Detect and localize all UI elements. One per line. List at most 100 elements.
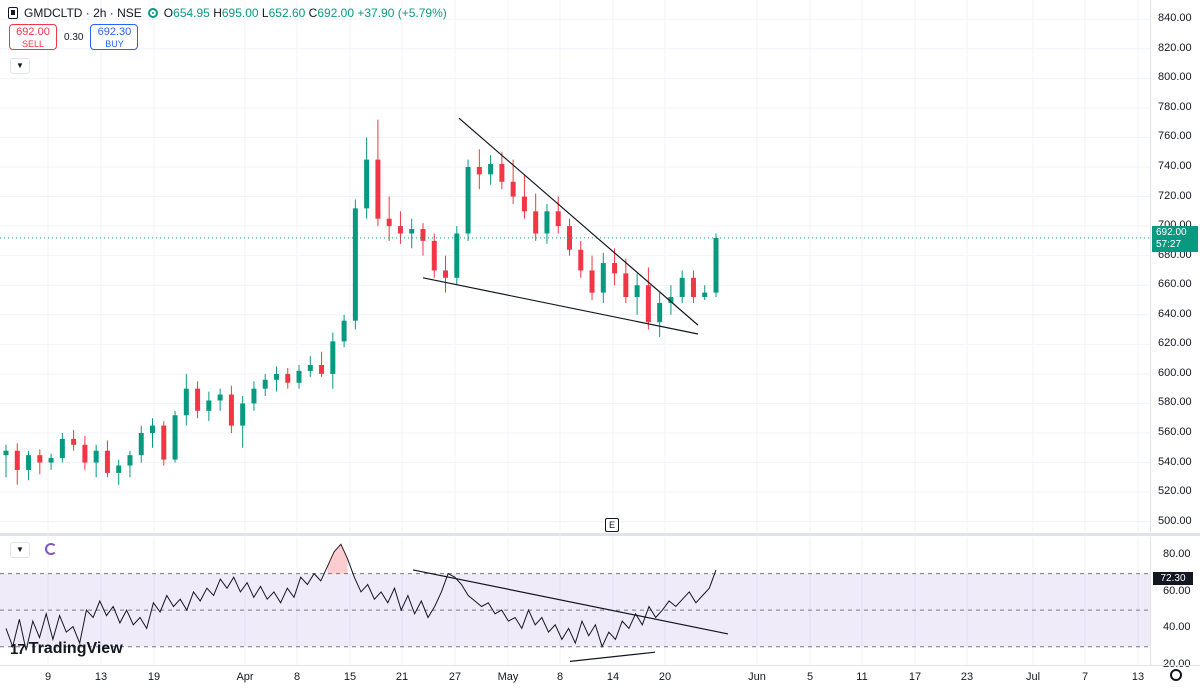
candle-body <box>195 388 201 411</box>
candle-body <box>116 465 122 473</box>
x-tick-label: 7 <box>1081 671 1089 683</box>
candle-body <box>82 444 88 463</box>
rsi-axis[interactable]: 80.00 60.00 40.00 20.00 <box>1150 537 1200 670</box>
x-tick-label: 13 <box>94 671 108 683</box>
x-tick-label: 8 <box>556 671 564 683</box>
candle-body <box>668 297 674 303</box>
y-tick-label: 820.00 <box>1158 41 1192 54</box>
candle-body <box>14 450 20 470</box>
candle-body <box>713 237 719 293</box>
rsi-chart[interactable] <box>0 537 1150 665</box>
y-tick-label: 580.00 <box>1158 396 1192 409</box>
y-tick-label: 760.00 <box>1158 130 1192 143</box>
candle-body <box>679 277 685 298</box>
y-tick-label: 640.00 <box>1158 307 1192 320</box>
time-axis[interactable]: 9 13 19 Apr 8 15 21 27 May 8 14 20 Jun 5 11 17 23 Jul 7 13 <box>0 665 1200 688</box>
y-tick-label: 720.00 <box>1158 189 1192 202</box>
candle-body <box>555 211 561 227</box>
candle-body <box>71 438 77 445</box>
candle-body <box>510 181 516 197</box>
chevron-down-icon: ▼ <box>16 545 24 554</box>
candle-body <box>533 211 539 234</box>
candle-body <box>251 388 257 404</box>
symbol-icon <box>8 7 18 19</box>
candle-body <box>465 166 471 234</box>
candle-body <box>420 229 426 241</box>
rsi-chart-svg <box>0 537 1150 665</box>
x-tick-label: 11 <box>856 671 868 683</box>
candle-body <box>521 196 527 212</box>
rsi-overbought-fill <box>327 544 348 574</box>
candle-body <box>172 415 178 460</box>
candle-body <box>544 211 550 234</box>
candle-body <box>59 438 65 459</box>
tradingview-logo[interactable]: 17 TradingView <box>10 640 123 658</box>
candle-body <box>217 394 223 401</box>
price-chart[interactable] <box>0 0 1150 532</box>
candle-body <box>431 240 437 271</box>
ohlc-values: O654.95 H695.00 L652.60 C692.00 +37.90 (… <box>163 6 447 20</box>
candle-body <box>183 388 189 416</box>
symbol-title[interactable]: GMDCLTD · 2h · NSE <box>24 6 142 20</box>
y-tick-label: 500.00 <box>1158 514 1192 527</box>
rsi-y-tick-label: 60.00 <box>1163 584 1191 597</box>
trade-panel: 692.00 SELL 0.30 692.30 BUY <box>9 24 139 50</box>
refresh-icon[interactable] <box>45 543 57 555</box>
buy-button[interactable]: 692.30 BUY <box>90 24 139 50</box>
candle-body <box>499 164 505 182</box>
candle-body <box>3 450 9 456</box>
x-tick-label: 21 <box>395 671 409 683</box>
y-tick-label: 800.00 <box>1158 71 1192 84</box>
settings-icon[interactable] <box>1170 669 1182 681</box>
x-tick-label: Apr <box>236 671 254 683</box>
candle-body <box>702 292 708 298</box>
candle-body <box>623 273 629 298</box>
x-tick-label: Jun <box>748 671 766 683</box>
candle-body <box>352 208 358 321</box>
tradingview-logo-icon: 17 <box>10 640 26 658</box>
pane-separator[interactable] <box>0 533 1200 536</box>
x-tick-label: 8 <box>293 671 301 683</box>
candle-body <box>600 263 606 293</box>
x-tick-label: 13 <box>1131 671 1145 683</box>
candle-body <box>657 302 663 323</box>
candle-body <box>127 455 133 466</box>
rsi-line <box>5 543 717 651</box>
rsi-value-badge: 72.30 <box>1153 572 1193 585</box>
rsi-y-tick-label: 40.00 <box>1163 621 1191 634</box>
candle-body <box>307 365 313 371</box>
y-tick-label: 840.00 <box>1158 12 1192 25</box>
candle-body <box>161 425 167 460</box>
candle-body <box>296 370 302 383</box>
chart-legend: GMDCLTD · 2h · NSE O654.95 H695.00 L652.… <box>8 4 447 22</box>
last-price-badge: 692.00 57:27 <box>1152 226 1198 252</box>
legend-collapse-button[interactable]: ▼ <box>10 58 30 74</box>
rsi-y-tick-label: 80.00 <box>1163 548 1191 561</box>
x-tick-label: 27 <box>448 671 462 683</box>
candle-body <box>397 226 403 234</box>
candle-body <box>634 285 640 298</box>
trendline-upper <box>458 117 699 326</box>
candle-body <box>409 229 415 234</box>
candle-body <box>612 263 618 274</box>
y-tick-label: 560.00 <box>1158 425 1192 438</box>
candle-body <box>93 450 99 463</box>
spread-value: 0.30 <box>64 31 84 43</box>
earnings-event-marker[interactable]: E <box>605 518 619 532</box>
candle-body <box>443 270 449 278</box>
rsi-trendline-upper <box>412 569 729 635</box>
candle-body <box>364 159 370 209</box>
price-axis[interactable]: 840.00 820.00 800.00 780.00 760.00 740.00 720.… <box>1150 0 1200 532</box>
candle-body <box>37 455 43 463</box>
candle-body <box>589 270 595 293</box>
candle-body <box>138 432 144 456</box>
rsi-collapse-button[interactable]: ▼ <box>10 542 30 558</box>
rsi-trendline-lower <box>569 651 656 662</box>
x-tick-label: 20 <box>658 671 672 683</box>
x-tick-label: May <box>497 671 519 683</box>
x-tick-label: 17 <box>908 671 922 683</box>
candle-body <box>273 373 279 380</box>
candle-body <box>150 425 156 433</box>
x-tick-label: 23 <box>960 671 974 683</box>
sell-button[interactable]: 692.00 SELL <box>9 24 57 50</box>
